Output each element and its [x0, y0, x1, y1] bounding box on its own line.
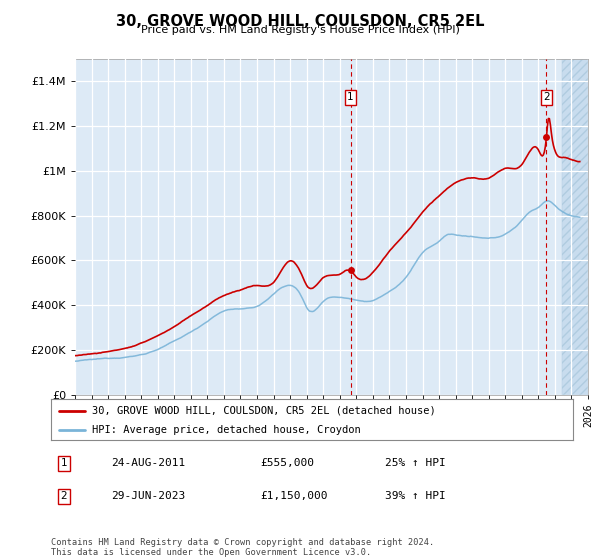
Text: 25% ↑ HPI: 25% ↑ HPI [385, 459, 446, 468]
Text: £555,000: £555,000 [260, 459, 314, 468]
Text: Contains HM Land Registry data © Crown copyright and database right 2024.
This d: Contains HM Land Registry data © Crown c… [51, 538, 434, 557]
Text: 30, GROVE WOOD HILL, COULSDON, CR5 2EL: 30, GROVE WOOD HILL, COULSDON, CR5 2EL [116, 14, 484, 29]
Text: 1: 1 [61, 459, 67, 468]
Text: £1,150,000: £1,150,000 [260, 491, 328, 501]
Text: 2: 2 [61, 491, 67, 501]
Text: 2: 2 [543, 92, 550, 102]
Text: 39% ↑ HPI: 39% ↑ HPI [385, 491, 446, 501]
Text: Price paid vs. HM Land Registry's House Price Index (HPI): Price paid vs. HM Land Registry's House … [140, 25, 460, 35]
Text: 24-AUG-2011: 24-AUG-2011 [111, 459, 185, 468]
Text: HPI: Average price, detached house, Croydon: HPI: Average price, detached house, Croy… [92, 424, 361, 435]
Text: 1: 1 [347, 92, 354, 102]
Text: 29-JUN-2023: 29-JUN-2023 [111, 491, 185, 501]
Text: 30, GROVE WOOD HILL, COULSDON, CR5 2EL (detached house): 30, GROVE WOOD HILL, COULSDON, CR5 2EL (… [92, 405, 436, 416]
Bar [562, 59, 588, 395]
